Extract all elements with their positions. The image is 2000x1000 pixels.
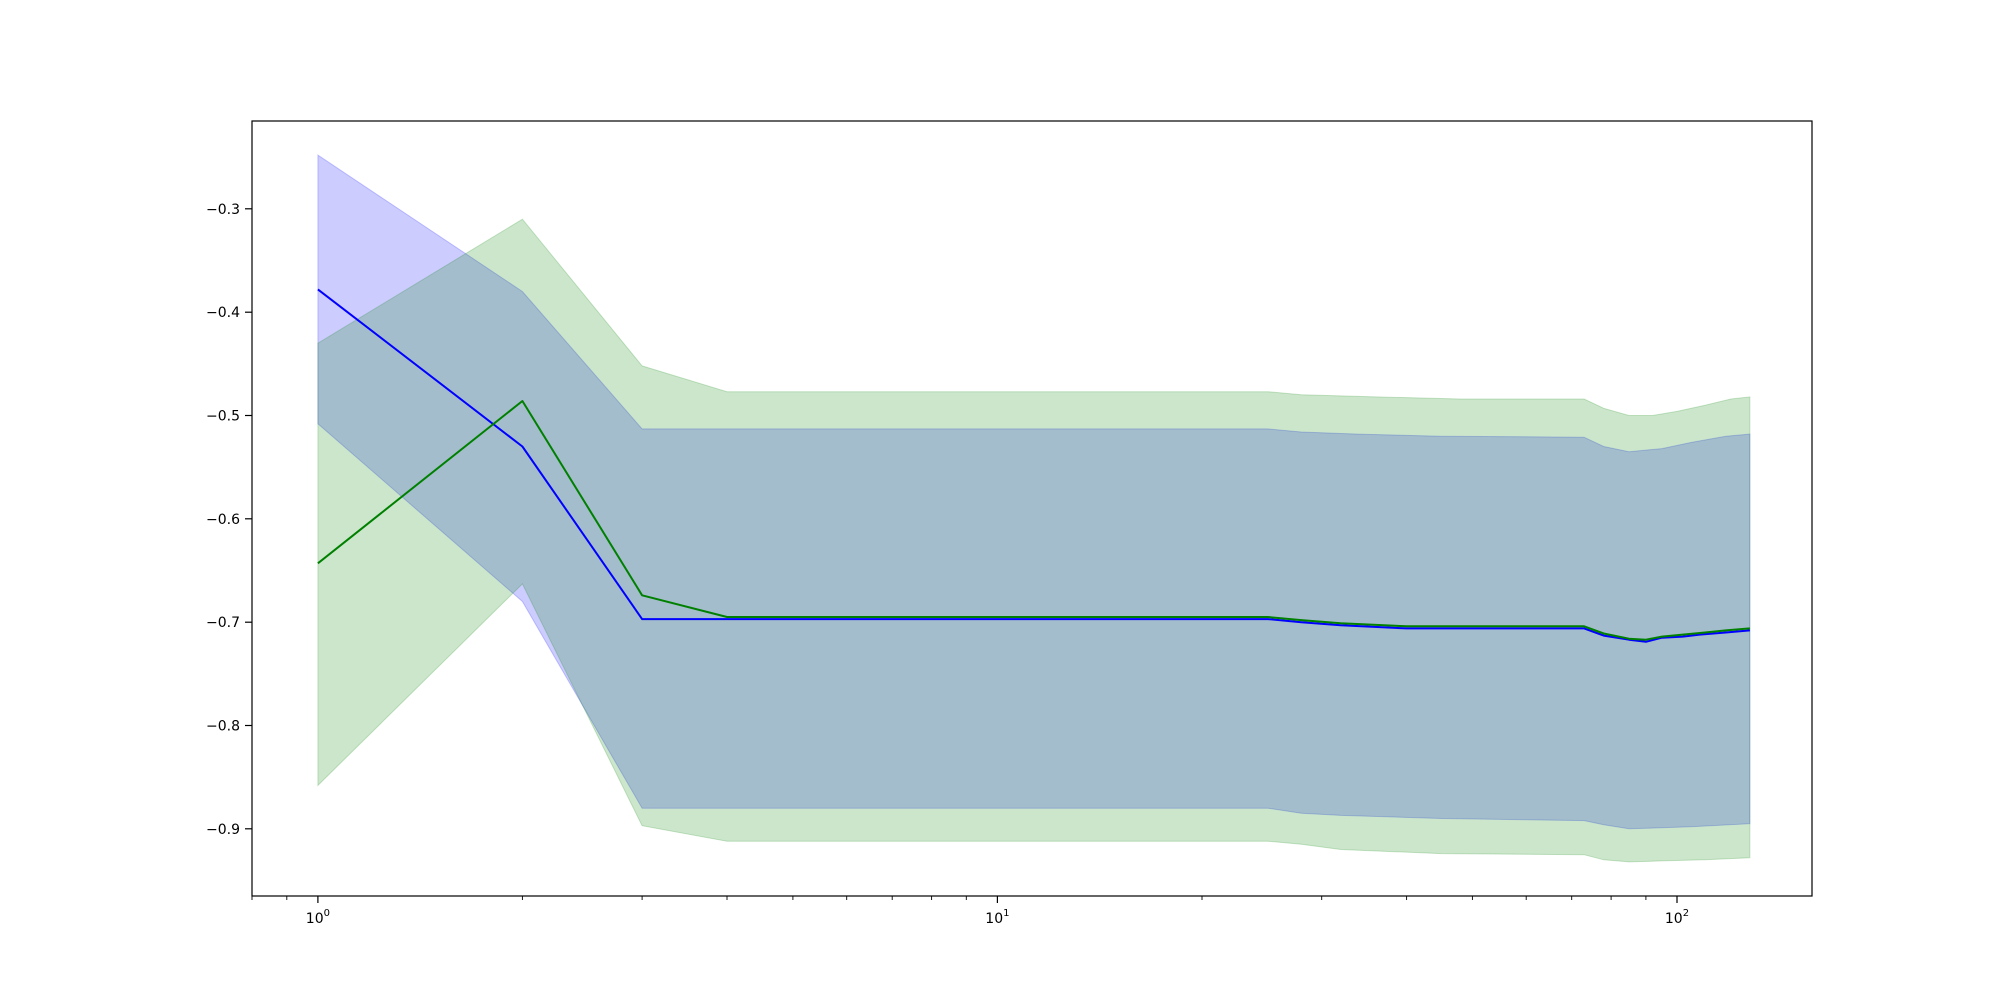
y-tick-label: −0.6 bbox=[206, 512, 240, 528]
x-axis: 100 101 102 bbox=[251, 896, 1689, 927]
y-axis: −0.3 −0.4 −0.5 −0.6 −0.7 −0.8 −0.9 bbox=[206, 202, 252, 838]
y-tick-label: −0.5 bbox=[206, 409, 240, 425]
band-series-2 bbox=[317, 218, 1751, 863]
confidence-bands bbox=[317, 154, 1751, 863]
y-tick-label: −0.7 bbox=[206, 615, 240, 631]
y-tick-label: −0.8 bbox=[206, 719, 240, 735]
line-series-2 bbox=[317, 400, 1750, 641]
x-tick-label: 100 bbox=[306, 908, 330, 927]
y-tick-label: −0.3 bbox=[206, 202, 240, 218]
y-tick-label: −0.9 bbox=[206, 822, 240, 838]
y-tick-label: −0.4 bbox=[206, 305, 240, 321]
plot-frame bbox=[251, 120, 1813, 897]
x-tick-label: 101 bbox=[985, 908, 1009, 927]
line-series-1 bbox=[317, 288, 1750, 643]
x-tick-label: 102 bbox=[1665, 908, 1689, 927]
series-lines bbox=[317, 288, 1750, 643]
